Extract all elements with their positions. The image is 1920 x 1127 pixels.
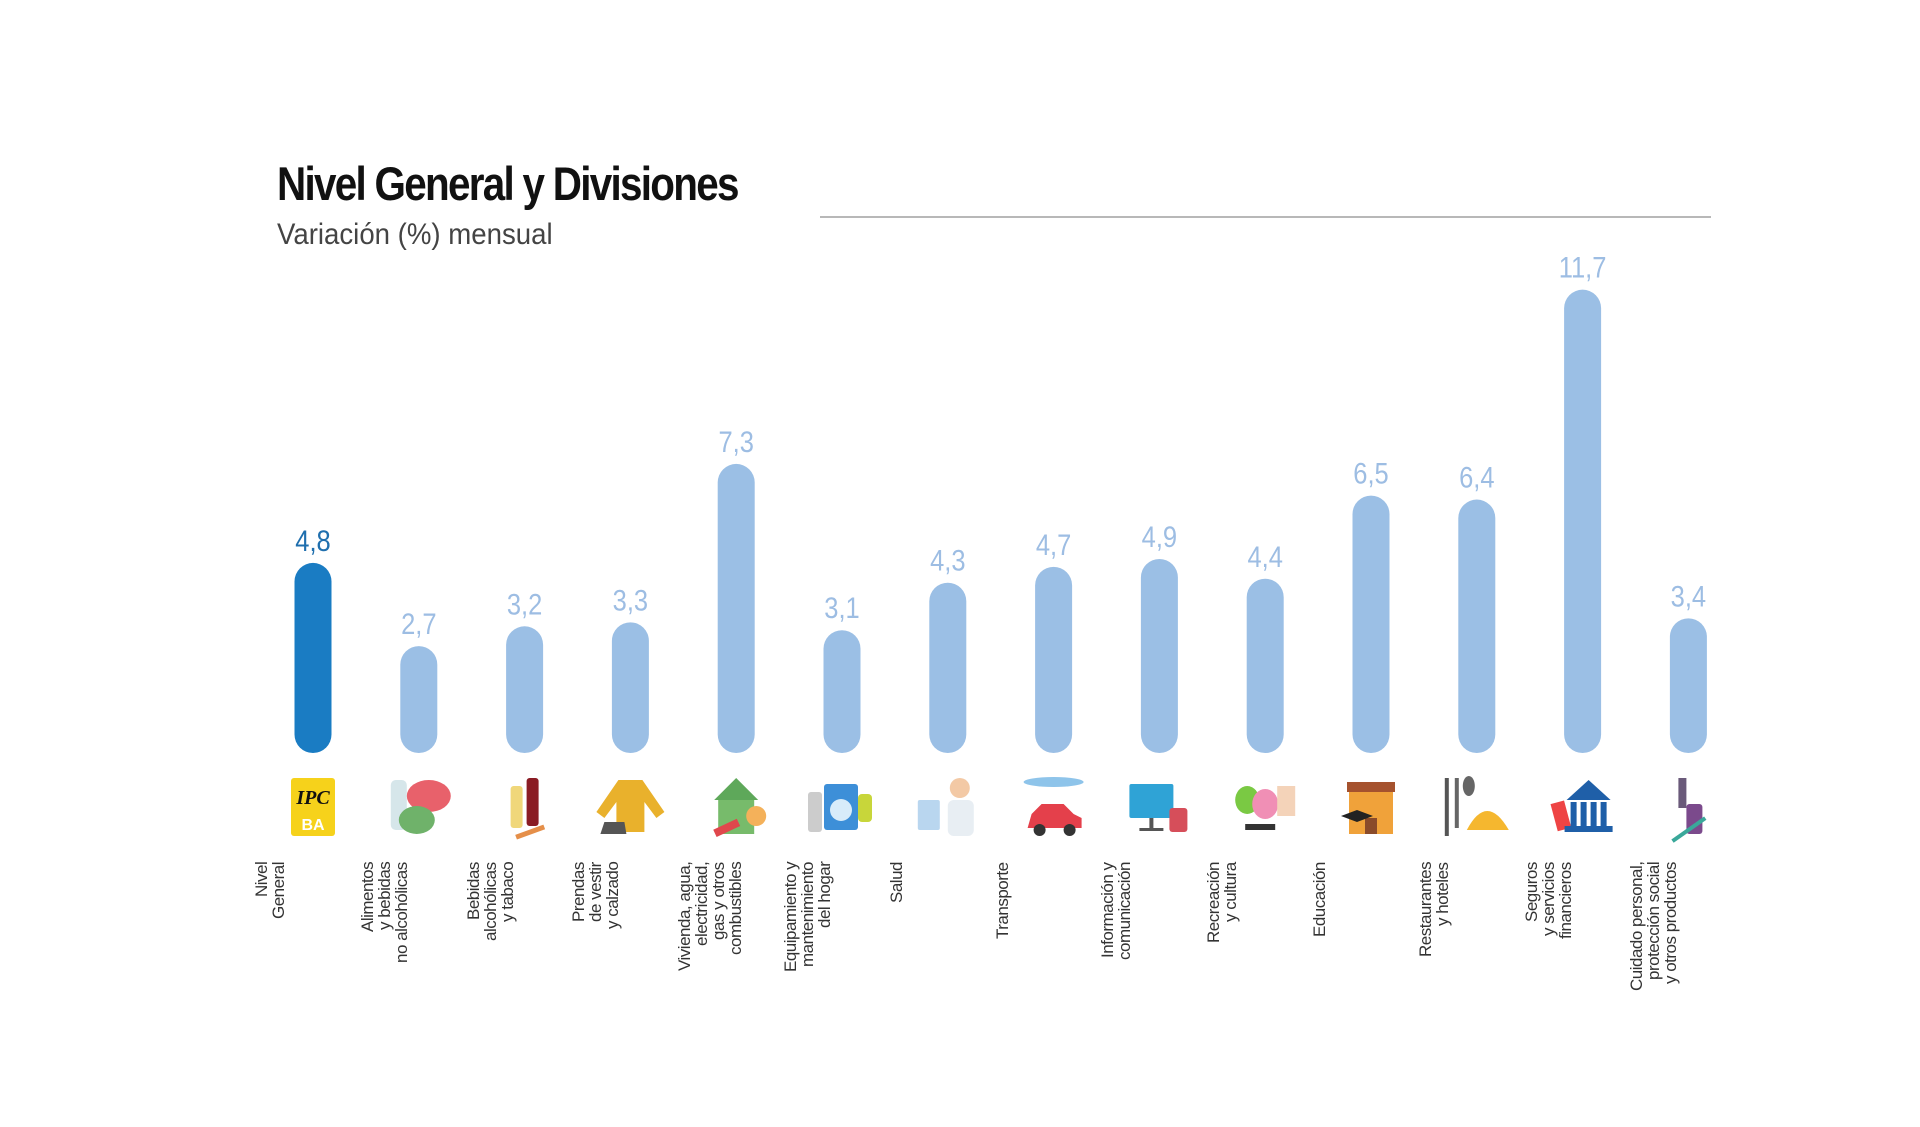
value-label: 4,4: [1247, 540, 1282, 573]
value-label: 3,4: [1671, 579, 1706, 612]
value-label: 11,7: [1559, 251, 1607, 284]
bar: [1352, 495, 1390, 753]
value-label: 3,1: [824, 591, 859, 624]
theater-masks-icon: [1235, 786, 1296, 830]
washing-machine-icon: [808, 784, 872, 832]
value-label: 2,7: [401, 607, 436, 640]
bar: [400, 646, 438, 753]
value-label: 4,8: [295, 524, 330, 557]
category-label: Transporte: [992, 862, 1012, 939]
ipc-ba-logo-icon: IPC BA: [291, 778, 335, 836]
category-label: Información y comunicación: [1098, 862, 1135, 960]
bar: [823, 630, 861, 753]
bar: [929, 582, 967, 753]
title-divider: [820, 216, 1711, 218]
school-icon: [1341, 782, 1395, 834]
value-label: 4,3: [930, 544, 965, 577]
value-label: 4,7: [1036, 528, 1071, 561]
category-label: Educación: [1310, 862, 1329, 937]
category-label: Recreación y cultura: [1204, 862, 1241, 943]
chart-title: Nivel General y Divisiones: [277, 157, 739, 210]
value-label: 3,2: [507, 587, 542, 620]
jacket-shoe-icon: [596, 780, 665, 834]
computer-icon: [1129, 784, 1188, 832]
bar: [1035, 566, 1073, 753]
food-icon: [390, 780, 451, 834]
category-label: Cuidado personal, protección social y ot…: [1627, 862, 1681, 992]
bank-icon: [1550, 780, 1613, 832]
category-label: Prendas de vestir y calzado: [569, 862, 623, 930]
category-label: Vivienda, agua, electricidad, gas y otro…: [675, 862, 746, 972]
category-label: Restaurantes y hoteles: [1415, 862, 1452, 958]
house-icon: [713, 778, 767, 837]
bar: [294, 562, 332, 753]
value-label: 6,4: [1459, 461, 1494, 494]
bar: [506, 626, 544, 753]
car-plane-icon: [1023, 777, 1084, 836]
value-label: 7,3: [718, 425, 753, 458]
cutlery-bell-icon: [1444, 776, 1509, 836]
category-label: Salud: [886, 862, 906, 903]
value-label: 4,9: [1142, 520, 1177, 553]
category-label: Seguros y servicios financieros: [1521, 862, 1575, 939]
doctor-icon: [917, 778, 974, 836]
svg-text:BA: BA: [301, 817, 325, 834]
value-label: 6,5: [1353, 457, 1388, 490]
bar: [717, 463, 755, 753]
bar: [1564, 289, 1602, 753]
bar: [1669, 618, 1707, 753]
category-label: Nivel General: [252, 862, 288, 919]
category-label: Bebidas alcohólicas y tabaco: [463, 862, 517, 941]
category-label: Alimentos y bebidas no alcohólicas: [357, 862, 411, 963]
bar: [1458, 499, 1496, 753]
bar: [611, 622, 649, 753]
value-label: 3,3: [613, 583, 648, 616]
bar: [1246, 578, 1284, 753]
bar: [1140, 558, 1178, 753]
svg-text:IPC: IPC: [295, 787, 330, 809]
wine-tobacco-icon: [510, 778, 546, 840]
cosmetics-icon: [1671, 778, 1707, 843]
chart-subtitle: Variación (%) mensual: [277, 218, 553, 251]
category-label: Equipamiento y mantenimiento del hogar: [781, 862, 834, 973]
